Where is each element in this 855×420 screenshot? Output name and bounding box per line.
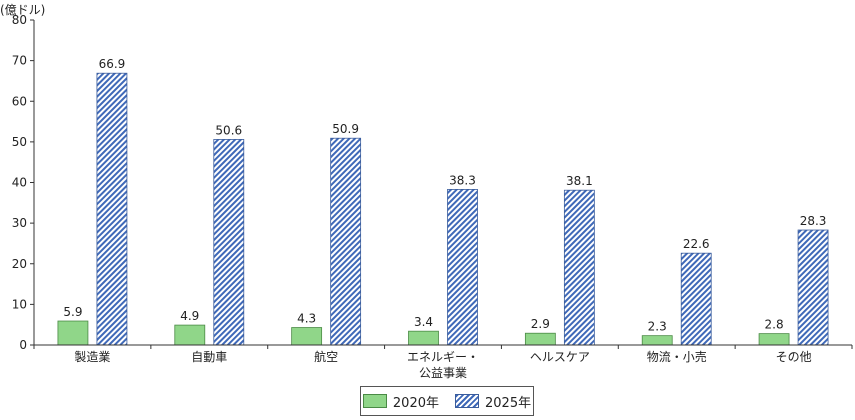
- bars: 5.9 66.9 4.9 50.6 4.3 50.9 3.4 38.3 2.9 38.1 2.3 22…: [57, 57, 829, 346]
- bar-2020: [174, 324, 206, 346]
- legend-swatch-2025: [455, 394, 479, 408]
- category-label: 公益事業: [419, 366, 467, 380]
- category-label: 自動車: [191, 350, 227, 364]
- data-label-2025: 50.9: [332, 122, 359, 136]
- y-tick-label: 20: [12, 257, 27, 271]
- category-label: 物流・小売: [647, 349, 707, 364]
- data-label-2025: 66.9: [99, 57, 126, 71]
- bar-2025: [96, 72, 128, 346]
- legend-item-2020: 2020年: [362, 392, 439, 411]
- legend-item-2025: 2025年: [455, 392, 531, 411]
- bar-2025: [213, 139, 245, 346]
- y-tick-label: 60: [12, 94, 27, 108]
- bar-2020: [408, 330, 439, 346]
- bar-chart: (億ドル) 0 10 20 30 40 50 60 70 80 5.9 66.9 4.9 50.6 4.…: [0, 3, 853, 380]
- bar-2020: [57, 320, 89, 346]
- y-tick-label: 0: [19, 338, 27, 352]
- bar-2025: [330, 137, 362, 346]
- legend-label-2025: 2025年: [485, 395, 532, 411]
- category-label: 航空: [314, 349, 338, 364]
- bar-2020: [758, 333, 790, 346]
- y-tick-label: 10: [12, 297, 27, 311]
- data-label-2020: 3.4: [414, 315, 433, 329]
- data-label-2025: 50.6: [215, 123, 242, 137]
- bar-2025: [563, 189, 595, 346]
- data-label-2025: 38.3: [449, 173, 476, 187]
- legend-label-2020: 2020年: [392, 395, 439, 411]
- legend: 2020年 2025年: [360, 386, 534, 416]
- bar-2025: [797, 229, 829, 346]
- data-label-2020: 4.3: [297, 312, 316, 326]
- y-tick-label: 50: [12, 135, 27, 149]
- legend-swatch-2020: [362, 394, 387, 408]
- data-label-2020: 2.8: [765, 318, 784, 332]
- bar-2025: [680, 252, 712, 346]
- data-label-2020: 2.3: [648, 320, 667, 334]
- data-label-2020: 4.9: [180, 309, 199, 323]
- bar-2020: [291, 327, 323, 346]
- category-label: 製造業: [74, 350, 110, 364]
- category-label: エネルギー・: [407, 350, 479, 364]
- y-tick-label: 30: [12, 216, 27, 230]
- data-label-2020: 5.9: [63, 305, 82, 319]
- y-axis: 0 10 20 30 40 50 60 70 80: [12, 13, 35, 352]
- data-label-2020: 2.9: [531, 317, 550, 331]
- y-tick-label: 70: [12, 54, 27, 68]
- y-tick-label: 40: [12, 176, 27, 190]
- x-axis: 製造業 自動車 航空 エネルギー・公益事業 ヘルスケア 物流・小売 その他: [33, 344, 853, 380]
- bar-2025: [447, 189, 478, 346]
- category-label: ヘルスケア: [530, 350, 590, 364]
- y-tick-label: 80: [12, 13, 27, 27]
- category-label: その他: [776, 350, 812, 364]
- data-label-2025: 38.1: [566, 174, 593, 188]
- data-label-2025: 28.3: [800, 214, 827, 228]
- bar-2020: [641, 335, 673, 346]
- y-axis-unit-label: (億ドル): [0, 3, 45, 17]
- bar-2020: [524, 332, 556, 346]
- data-label-2025: 22.6: [683, 237, 710, 251]
